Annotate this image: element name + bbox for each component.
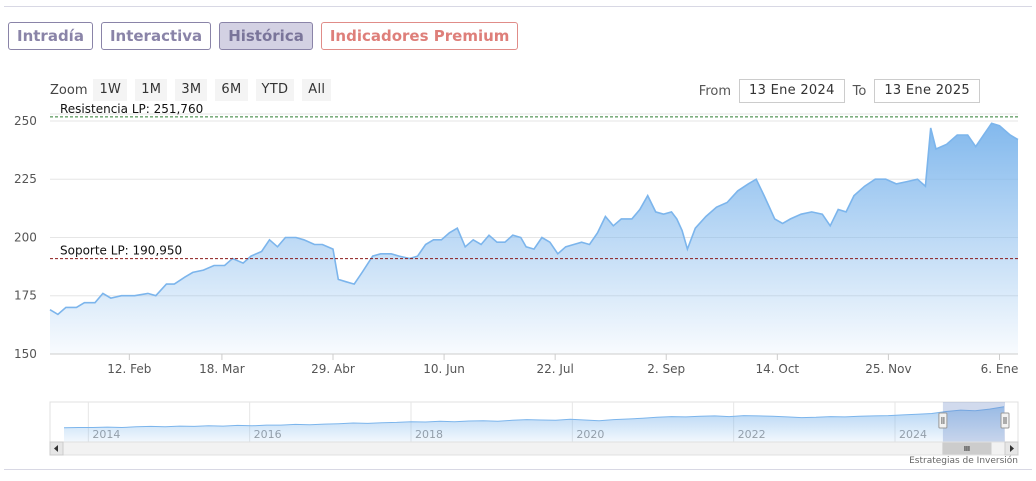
price-chart: Resistencia LP: 251,760 Soporte LP: 190,9…	[14, 102, 1019, 456]
handle-grip	[1000, 412, 1010, 429]
navigator-left-handle[interactable]	[938, 412, 948, 429]
view-tabs: Intradía Interactiva Histórica Indicador…	[8, 22, 519, 50]
x-tick-label: 6. Ene	[981, 362, 1019, 376]
credits-label: Estrategias de Inversión	[909, 456, 1018, 466]
bottom-divider	[4, 469, 1032, 470]
series-area	[49, 122, 1019, 354]
series-line	[49, 122, 1019, 316]
arrow-left-icon	[54, 445, 58, 452]
navigator-selection	[942, 402, 1005, 442]
x-tick-label: 18. Mar	[199, 362, 245, 376]
x-axis: 12. Feb 18. Mar 29. Abr 10. Jun 22. Jul 2. Se…	[50, 353, 1019, 376]
navigator-scrollbar	[49, 441, 1019, 456]
scroll-right-button[interactable]	[1004, 441, 1019, 456]
x-tick-label: 2. Sep	[647, 362, 685, 376]
scroll-left-button[interactable]	[49, 441, 64, 456]
y-tick-label: 250	[14, 114, 37, 128]
y-tick-label: 200	[14, 230, 37, 244]
y-tick-label: 150	[14, 347, 37, 361]
x-tick-label: 29. Abr	[311, 362, 355, 376]
y-tick-label: 225	[14, 172, 37, 186]
zoom-button-6m[interactable]: 6M	[215, 79, 248, 101]
scrollbar-track	[49, 441, 1019, 456]
x-tick-label: 10. Jun	[423, 362, 465, 376]
zoom-button-3m[interactable]: 3M	[175, 79, 208, 101]
navigator-area	[64, 406, 1004, 442]
arrow-right-icon	[1010, 445, 1014, 452]
support-label: Soporte LP: 190,950	[60, 244, 182, 258]
zoom-button-all[interactable]: All	[302, 79, 332, 101]
top-divider	[4, 6, 1032, 7]
tab-intradia[interactable]: Intradía	[8, 22, 93, 50]
zoom-button-1m[interactable]: 1M	[135, 79, 168, 101]
to-date-input[interactable]: 13 Ene 2025	[874, 79, 980, 103]
from-label: From	[698, 83, 731, 99]
from-date-input[interactable]: 13 Ene 2024	[739, 79, 845, 103]
to-label: To	[852, 83, 867, 99]
y-axis: 150 175 200 225 250	[14, 114, 37, 361]
x-tick-label: 22. Jul	[536, 362, 573, 376]
navigator: 201420162018202020222024	[49, 401, 1019, 456]
handle-grip	[938, 412, 948, 429]
series-area-fill	[50, 123, 1018, 354]
tab-interactiva[interactable]: Interactiva	[100, 22, 212, 50]
y-tick-label: 175	[14, 289, 37, 303]
annotation-lines: Resistencia LP: 251,760 Soporte LP: 190,9…	[50, 102, 1018, 260]
x-tick-label: 12. Feb	[107, 362, 151, 376]
zoom-selector: Zoom 1W 1M 3M 6M YTD All	[50, 79, 339, 101]
resistance-label: Resistencia LP: 251,760	[60, 102, 203, 116]
x-tick-label: 25. Nov	[865, 362, 911, 376]
tab-historica[interactable]: Histórica	[219, 22, 313, 50]
zoom-button-1w[interactable]: 1W	[93, 79, 128, 101]
zoom-button-ytd[interactable]: YTD	[255, 79, 295, 101]
tab-indicadores-premium[interactable]: Indicadores Premium	[320, 22, 519, 50]
x-tick-label: 14. Oct	[755, 362, 799, 376]
date-range-selector: From 13 Ene 2024 To 13 Ene 2025	[691, 79, 980, 103]
navigator-right-handle[interactable]	[1000, 412, 1010, 429]
navigator-line	[63, 406, 1005, 429]
zoom-label: Zoom	[50, 82, 88, 98]
